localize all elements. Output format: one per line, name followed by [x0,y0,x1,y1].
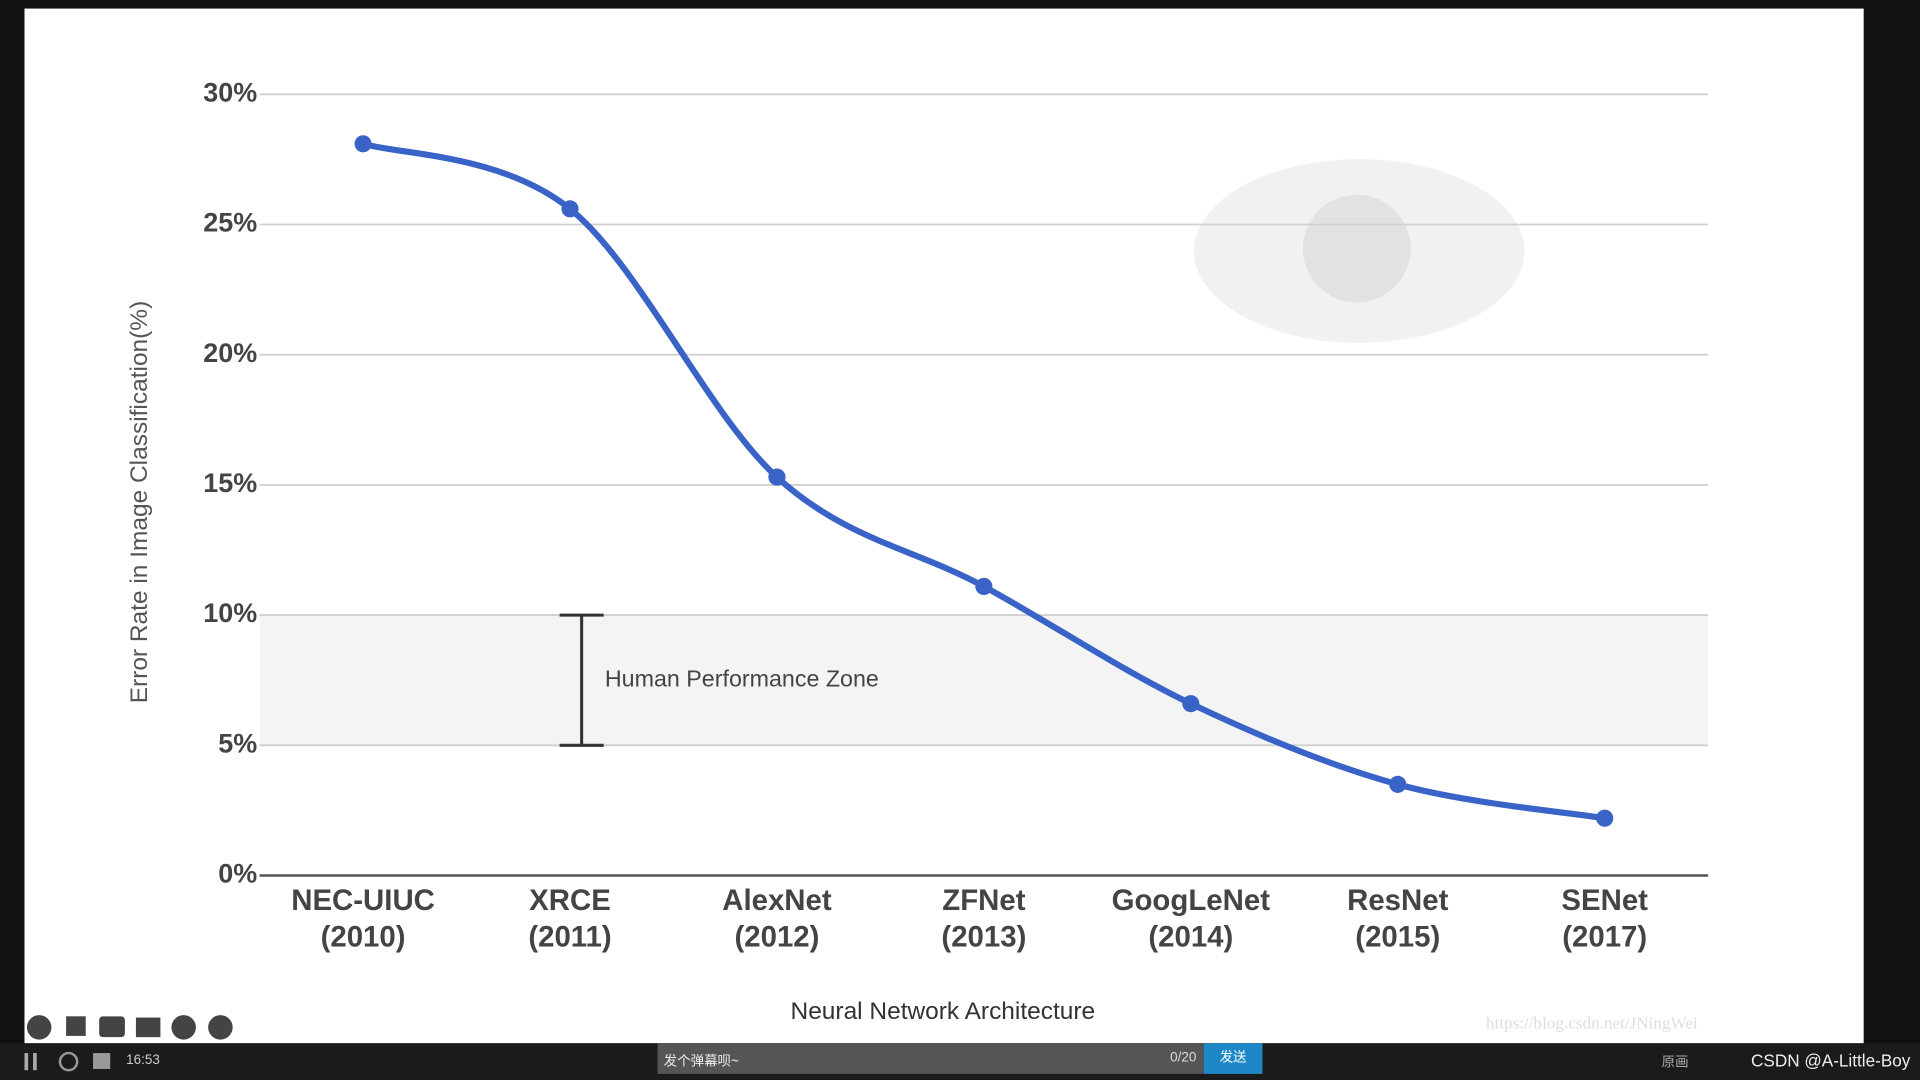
x-tick-label: NEC-UIUC (2010) [291,884,435,954]
point [1182,695,1200,713]
pen-button[interactable] [66,1016,86,1036]
cc-button[interactable] [99,1016,125,1038]
x-tick-label: SENet (2017) [1561,884,1648,954]
x-tick-label: ResNet (2015) [1347,884,1449,954]
y-tick-label: 0% [218,859,257,889]
control-bar: 16:53 发个弹幕呗~ 0/20 发送 原画 CSDN @A-Little-B… [0,1043,1920,1080]
point [1389,775,1407,793]
credit: CSDN @A-Little-Boy [1751,1050,1911,1071]
point [1596,809,1614,827]
volume-button[interactable] [93,1053,111,1069]
y-axis-label: Error Rate in Image Classification(%) [126,301,153,704]
y-tick-label: 20% [203,338,257,368]
x-tick-label: ZFNet (2013) [941,884,1027,954]
y-tick-label: 10% [203,598,257,628]
toolbar [26,1015,233,1040]
y-tick-label: 5% [218,728,257,758]
point [354,135,372,153]
zone-label: Human Performance Zone [605,665,879,691]
send-button[interactable]: 发送 [1203,1043,1263,1074]
y-tick-label: 30% [203,77,257,107]
x-axis-label: Neural Network Architecture [791,998,1096,1025]
back-button[interactable] [26,1015,52,1040]
quality-button[interactable]: 原画 [1661,1055,1689,1071]
eye-iris [1302,194,1411,303]
pause-button[interactable] [24,1053,37,1071]
performance-zone [259,615,1709,746]
loop-button[interactable] [58,1051,79,1072]
x-tick-label: GoogLeNet (2014) [1111,884,1270,954]
x-tick-label: XRCE (2011) [528,884,612,954]
time: 16:53 [126,1053,160,1068]
y-tick-label: 25% [203,208,257,238]
point [561,200,579,218]
point [768,468,786,486]
point [975,577,993,596]
slide [24,8,1864,1044]
danmaku-placeholder: 发个弹幕呗~ [663,1054,739,1069]
watermark: https://blog.csdn.net/JNingWei [1486,1014,1698,1033]
char-count: 0/20 [1170,1050,1197,1066]
camera-button[interactable] [135,1017,161,1038]
zone-bracket [559,613,604,747]
next-button[interactable] [208,1015,233,1040]
y-tick-label: 15% [203,468,257,498]
danmaku-input[interactable]: 发个弹幕呗~ 0/20 [657,1043,1204,1074]
x-tick-label: AlexNet (2012) [722,884,832,954]
more-button[interactable] [171,1015,196,1040]
